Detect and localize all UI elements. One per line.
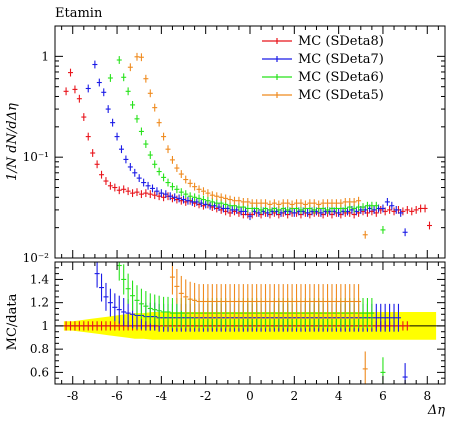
main-series-4 xyxy=(127,52,368,239)
x-tick-label: 4 xyxy=(335,389,343,403)
x-tick-label: 2 xyxy=(290,389,298,403)
ratio-y-tick-label: 1 xyxy=(41,319,49,333)
main-y-tick-label: 10⁻¹ xyxy=(23,150,49,164)
x-tick-label: -4 xyxy=(156,389,168,403)
x-tick-label: 0 xyxy=(246,389,254,403)
main-y-axis-label: 1/N dN/dΔη xyxy=(5,103,20,181)
x-tick-label: -8 xyxy=(67,389,79,403)
legend-label: MC (SDeta8) xyxy=(298,34,384,49)
ratio-series-4 xyxy=(169,262,368,384)
x-tick-label: 6 xyxy=(379,389,387,403)
x-axis-label: Δη xyxy=(427,403,445,418)
x-axis: -8 -6 -4 -2 0 2 4 6 8 xyxy=(61,26,439,403)
x-tick-label: -2 xyxy=(200,389,212,403)
main-y-axis: 1 10⁻¹ 10⁻² xyxy=(23,25,445,265)
main-plot-frame xyxy=(54,25,446,259)
main-series xyxy=(63,52,432,239)
x-tick-label: -6 xyxy=(111,389,123,403)
legend-label: MC (SDeta7) xyxy=(298,52,384,67)
main-y-tick-label: 1 xyxy=(41,49,49,63)
legend: MC (SDeta8) MC (SDeta7) MC (SDeta6) MC (SDe… xyxy=(262,34,384,103)
ratio-y-tick-label: 1.2 xyxy=(30,296,49,310)
ratio-y-tick-label: 1.4 xyxy=(30,272,49,286)
ratio-y-axis-label: MC/data xyxy=(5,293,20,350)
ratio-y-axis: 0.6 0.8 1 1.2 1.4 xyxy=(30,267,445,385)
x-tick-label: 8 xyxy=(423,389,431,403)
ratio-y-tick-label: 0.8 xyxy=(30,342,49,356)
ratio-series xyxy=(63,262,410,384)
chart-title: Etamin xyxy=(55,6,103,21)
main-y-tick-label: 10⁻² xyxy=(23,251,50,265)
ratio-y-tick-label: 0.6 xyxy=(30,365,49,379)
legend-label: MC (SDeta5) xyxy=(298,88,384,103)
legend-label: MC (SDeta6) xyxy=(298,70,384,85)
main-series-2 xyxy=(85,60,408,237)
